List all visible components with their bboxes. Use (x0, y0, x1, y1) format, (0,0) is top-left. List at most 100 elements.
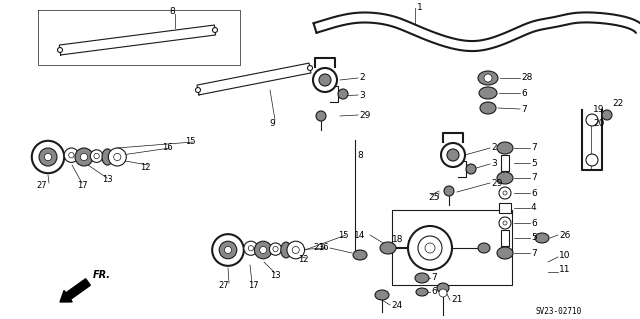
Circle shape (44, 153, 52, 160)
Ellipse shape (497, 247, 513, 259)
Text: 12: 12 (298, 256, 308, 264)
Text: 27: 27 (218, 280, 228, 290)
Circle shape (39, 148, 57, 166)
Ellipse shape (375, 290, 389, 300)
Ellipse shape (480, 102, 496, 114)
Text: FR.: FR. (93, 270, 111, 280)
Circle shape (292, 247, 300, 254)
Circle shape (75, 148, 93, 166)
Circle shape (418, 236, 442, 260)
Circle shape (316, 111, 326, 121)
Circle shape (319, 74, 331, 86)
Circle shape (244, 241, 258, 255)
Bar (501, 155, 509, 171)
Ellipse shape (478, 71, 498, 85)
Text: 15: 15 (185, 137, 195, 146)
Circle shape (64, 148, 79, 162)
Circle shape (58, 48, 63, 53)
Circle shape (254, 241, 272, 259)
Text: 6: 6 (431, 287, 436, 296)
Circle shape (94, 153, 99, 159)
Bar (499, 203, 511, 213)
Text: 17: 17 (77, 181, 88, 189)
Circle shape (425, 243, 435, 253)
Text: 7: 7 (531, 249, 537, 257)
Text: 19: 19 (593, 106, 605, 115)
Text: 20: 20 (593, 120, 604, 129)
Text: 3: 3 (359, 91, 365, 100)
Text: 7: 7 (531, 144, 537, 152)
Circle shape (439, 289, 447, 297)
Circle shape (108, 148, 126, 166)
Bar (501, 230, 509, 246)
Text: 16: 16 (318, 243, 328, 253)
Ellipse shape (102, 149, 113, 165)
Ellipse shape (479, 87, 497, 99)
Text: 17: 17 (248, 280, 259, 290)
Text: 7: 7 (521, 105, 527, 114)
Text: 6: 6 (531, 189, 537, 197)
Circle shape (212, 234, 244, 266)
Text: 15: 15 (338, 231, 349, 240)
Circle shape (466, 164, 476, 174)
Text: 7: 7 (431, 273, 436, 283)
Circle shape (499, 217, 511, 229)
Ellipse shape (380, 242, 396, 254)
Circle shape (225, 247, 232, 254)
Ellipse shape (353, 250, 367, 260)
Ellipse shape (416, 288, 428, 296)
Text: 2: 2 (491, 144, 497, 152)
Text: 5: 5 (531, 159, 537, 167)
Circle shape (260, 247, 267, 254)
Circle shape (447, 149, 459, 161)
Text: 5: 5 (531, 234, 537, 242)
Bar (392, 210, 512, 285)
Circle shape (602, 110, 612, 120)
Ellipse shape (497, 172, 513, 184)
Text: SV23-02710: SV23-02710 (535, 308, 581, 316)
Ellipse shape (497, 142, 513, 154)
Text: 29: 29 (359, 110, 371, 120)
Text: 1: 1 (417, 4, 423, 12)
Text: 25: 25 (429, 194, 440, 203)
Circle shape (81, 153, 88, 160)
Circle shape (90, 150, 103, 162)
Circle shape (287, 241, 305, 259)
Text: 16: 16 (162, 144, 173, 152)
Circle shape (68, 152, 74, 158)
Text: 21: 21 (451, 295, 462, 305)
Circle shape (484, 74, 492, 82)
Text: 6: 6 (531, 219, 537, 227)
Ellipse shape (281, 242, 291, 258)
Circle shape (313, 68, 337, 92)
Text: 22: 22 (612, 100, 623, 108)
Circle shape (586, 114, 598, 126)
Text: 11: 11 (559, 265, 570, 275)
Text: 10: 10 (559, 250, 570, 259)
Ellipse shape (535, 233, 549, 243)
Ellipse shape (415, 273, 429, 283)
Circle shape (586, 154, 598, 166)
Text: 12: 12 (140, 162, 150, 172)
Text: 8: 8 (357, 151, 363, 160)
Text: 26: 26 (559, 231, 570, 240)
Text: 24: 24 (391, 300, 403, 309)
Text: 9: 9 (269, 118, 275, 128)
Circle shape (499, 187, 511, 199)
Circle shape (338, 89, 348, 99)
Text: 13: 13 (102, 175, 113, 184)
Text: 23: 23 (314, 243, 325, 253)
Circle shape (307, 65, 312, 70)
Text: 6: 6 (521, 88, 527, 98)
Text: 27: 27 (36, 181, 47, 189)
Ellipse shape (478, 243, 490, 253)
Text: 13: 13 (270, 271, 280, 279)
Text: 4: 4 (531, 204, 536, 212)
Circle shape (503, 221, 507, 225)
Text: 8: 8 (169, 6, 175, 16)
Text: 2: 2 (359, 73, 365, 83)
Circle shape (444, 186, 454, 196)
Circle shape (408, 226, 452, 270)
Circle shape (219, 241, 237, 259)
Ellipse shape (437, 283, 449, 293)
